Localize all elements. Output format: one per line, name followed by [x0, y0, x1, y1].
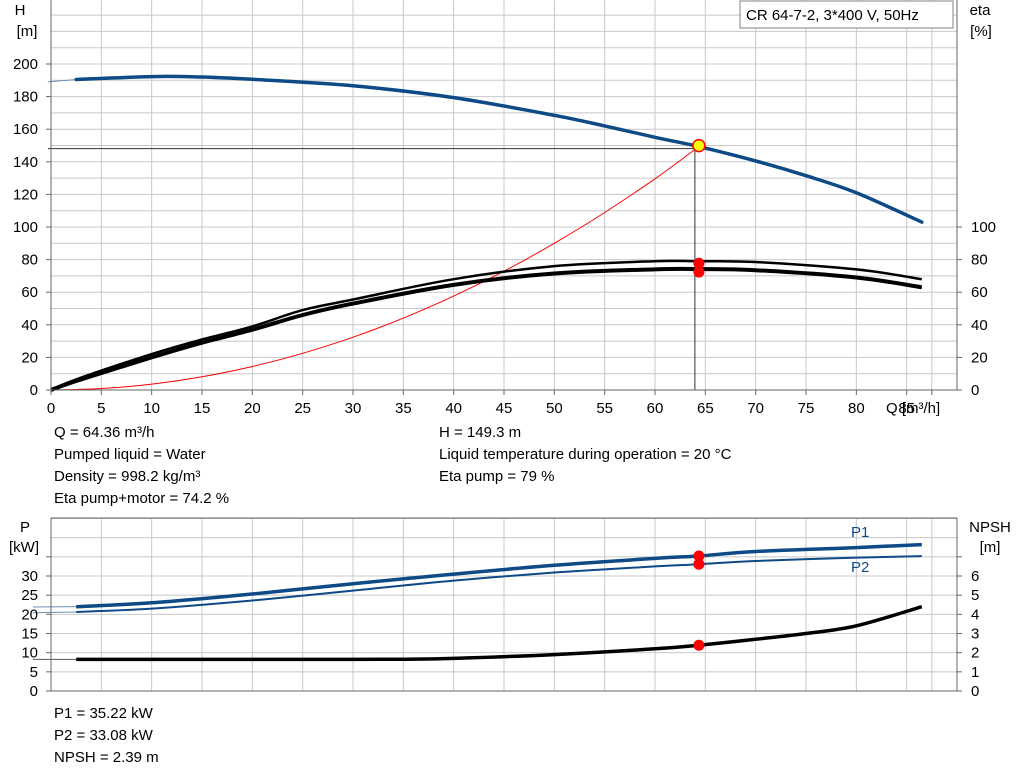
bottom-left-tick-label: 20 [21, 606, 38, 623]
top-x-tick-label: 60 [647, 400, 664, 417]
top-x-tick-label: 85 [898, 400, 915, 417]
top-x-tick-label: 10 [143, 400, 160, 417]
top-right-tick-label: 100 [971, 219, 996, 236]
system-curve [50, 146, 700, 391]
top-left-axis-label-1: H [15, 2, 26, 19]
top-x-tick-label: 30 [345, 400, 362, 417]
bottom-right-tick-label: 5 [971, 587, 979, 604]
npsh-curve [76, 605, 923, 662]
bottom-left-axis-label-2: [kW] [9, 539, 39, 556]
eta-pump-curve [50, 259, 922, 392]
top-x-tick-label: 35 [395, 400, 412, 417]
model-box [739, 0, 954, 29]
top-right-tick-label: 0 [971, 382, 979, 399]
info-top-left: Q = 64.36 m³/h Pumped liquid = Water Den… [54, 422, 229, 510]
info-eta-pump-motor: Eta pump+motor = 74.2 % [54, 490, 230, 507]
info-liquid: Pumped liquid = Water [54, 446, 206, 463]
bottom-left-tick-label: 15 [21, 626, 38, 643]
x-axis-label: Q [m³/h] [886, 400, 940, 417]
bottom-left-tick-label: 0 [30, 683, 38, 700]
eta-pump-duty-marker [693, 257, 705, 269]
top-right-tick-label: 40 [971, 317, 988, 334]
series-label-p1: P1 [851, 524, 869, 541]
top-chart-grid [50, 0, 957, 391]
top-right-axis-label-1: eta [970, 2, 992, 19]
eta-pump-motor-curve [50, 266, 923, 392]
bottom-left-tick-label: 10 [21, 645, 38, 662]
bottom-right-axis-label-2: [m] [980, 539, 1001, 556]
p2-curve [76, 555, 922, 613]
bottom-right-tick-label: 3 [971, 626, 979, 643]
top-left-tick-label: 180 [13, 89, 38, 106]
top-left-tick-label: 20 [21, 349, 38, 366]
info-density: Density = 998.2 kg/m³ [54, 468, 201, 485]
bottom-left-axis-label-1: P [20, 519, 30, 536]
info-bottom: P1 = 35.22 kW P2 = 33.08 kW NPSH = 2.39 … [54, 703, 159, 769]
top-x-tick-label: 80 [848, 400, 865, 417]
top-left-axis-label-2: [m] [17, 23, 38, 40]
top-x-tick-label: 0 [47, 400, 55, 417]
top-left-tick-label: 140 [13, 154, 38, 171]
model-title: CR 64-7-2, 3*400 V, 50Hz [746, 7, 919, 24]
eta-pump-motor-duty-marker [693, 266, 705, 278]
top-x-tick-label: 70 [747, 400, 764, 417]
info-eta-pump: Eta pump = 79 % [439, 468, 555, 485]
info-top-right: H = 149.3 m Liquid temperature during op… [439, 422, 731, 488]
bottom-right-tick-label: 0 [971, 683, 979, 700]
bottom-right-axis-label-1: NPSH [969, 519, 1011, 536]
top-x-tick-label: 25 [294, 400, 311, 417]
top-x-tick-label: 65 [697, 400, 714, 417]
bottom-right-tick-label: 4 [971, 606, 979, 623]
top-left-tick-label: 60 [21, 284, 38, 301]
duty-point-marker [692, 138, 706, 153]
p2-curve-extension [32, 611, 77, 614]
p1-duty-marker [693, 550, 705, 562]
top-x-tick-label: 50 [546, 400, 563, 417]
top-x-tick-label: 75 [798, 400, 815, 417]
top-chart-axes: 0 5 10 15 20 25 30 35 40 45 50 55 60 65 70 75 80 85 0 20 40 6… [13, 0, 996, 417]
info-head: H = 149.3 m [439, 424, 522, 441]
top-x-tick-label: 40 [445, 400, 462, 417]
top-chart-curves [47, 74, 924, 392]
top-x-tick-label: 5 [97, 400, 105, 417]
bottom-left-tick-label: 30 [21, 568, 38, 585]
top-x-tick-label: 45 [496, 400, 513, 417]
top-right-tick-label: 20 [971, 349, 988, 366]
bottom-chart-curves [32, 542, 923, 662]
top-left-tick-label: 40 [21, 317, 38, 334]
top-left-tick-label: 0 [30, 382, 38, 399]
bottom-left-tick-label: 25 [21, 587, 38, 604]
top-right-tick-label: 60 [971, 284, 988, 301]
top-left-tick-label: 100 [13, 219, 38, 236]
top-x-tick-label: 15 [194, 400, 211, 417]
bottom-right-tick-label: 6 [971, 568, 979, 585]
p1-curve [76, 542, 922, 609]
bottom-chart-grid [50, 518, 957, 692]
series-label-p2: P2 [851, 559, 869, 576]
info-flow: Q = 64.36 m³/h [54, 424, 155, 441]
info-temperature: Liquid temperature during operation = 20… [439, 446, 732, 463]
info-npsh: NPSH = 2.39 m [54, 749, 159, 766]
top-left-tick-label: 200 [13, 56, 38, 73]
top-x-tick-label: 55 [596, 400, 613, 417]
info-p1: P1 = 35.22 kW [54, 705, 153, 722]
top-x-tick-label: 20 [244, 400, 261, 417]
top-right-tick-label: 80 [971, 252, 988, 269]
bottom-right-tick-label: 2 [971, 645, 979, 662]
head-curve [74, 74, 924, 224]
bottom-right-tick-label: 1 [971, 664, 979, 681]
bottom-chart-axes: 0 5 10 15 20 25 30 0 1 2 3 4 5 6 [21, 517, 979, 700]
p2-duty-marker [693, 558, 705, 570]
top-right-axis-label-2: [%] [970, 23, 992, 40]
head-curve-extension [47, 78, 77, 83]
bottom-left-tick-label: 5 [30, 664, 38, 681]
top-left-tick-label: 120 [13, 186, 38, 203]
info-p2: P2 = 33.08 kW [54, 727, 153, 744]
top-left-tick-label: 160 [13, 121, 38, 138]
npsh-duty-marker [693, 639, 705, 651]
top-left-tick-label: 80 [21, 252, 38, 269]
